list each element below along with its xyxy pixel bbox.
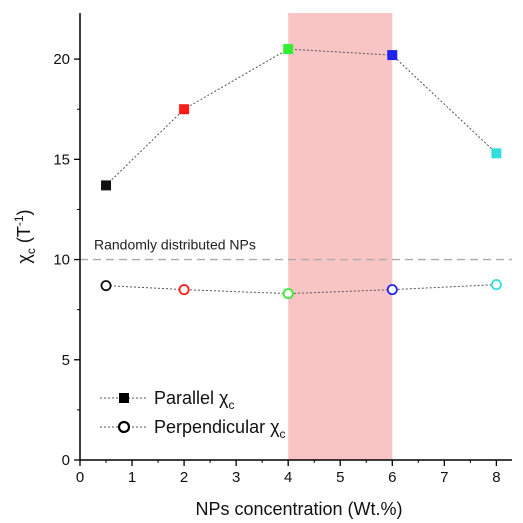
x-tick-label: 8	[492, 469, 500, 486]
x-tick-label: 7	[440, 469, 448, 486]
y-tick-label: 5	[62, 352, 70, 369]
y-axis-label-text: χc (T-1)	[12, 209, 38, 263]
parallel-point	[101, 180, 112, 191]
axes: 0 1 2 3 4 5 6 7 8 0 5 10 15 20	[53, 13, 512, 486]
y-axis-label: χc (T-1)	[12, 209, 38, 263]
series-line-1	[105, 284, 497, 295]
shaded-band	[288, 13, 393, 460]
reference-line-label: Randomly distributed NPs	[94, 237, 256, 253]
perpendicular-point	[100, 280, 112, 292]
perpendicular-point	[490, 279, 502, 291]
legend-label-1: Perpendicular χc	[154, 417, 286, 441]
legend-square-marker	[119, 393, 129, 403]
x-tick-label: 6	[388, 469, 396, 486]
x-axis-label: NPs concentration (Wt.%)	[195, 499, 402, 519]
x-tick-label: 3	[232, 469, 240, 486]
x-tick-label: 1	[128, 469, 136, 486]
series-points	[100, 44, 502, 300]
perpendicular-point	[282, 288, 294, 300]
legend: Parallel χc Perpendicular χc	[100, 388, 286, 441]
parallel-point	[387, 50, 398, 61]
reference-line-group: Randomly distributed NPs	[80, 237, 512, 261]
perpendicular-point	[386, 284, 398, 296]
y-tick-label: 10	[53, 252, 70, 269]
parallel-point	[283, 44, 294, 55]
y-tick-label: 15	[53, 151, 70, 168]
y-tick-label: 0	[62, 452, 70, 469]
x-tick-label: 4	[284, 469, 292, 486]
parallel-point	[491, 148, 502, 159]
parallel-point	[179, 104, 190, 115]
x-tick-label: 5	[336, 469, 344, 486]
perpendicular-point	[178, 284, 190, 296]
legend-circle-marker	[117, 420, 131, 434]
shaded-region	[288, 13, 393, 460]
x-tick-label: 0	[76, 469, 84, 486]
y-tick-label: 20	[53, 51, 70, 68]
x-tick-label: 2	[180, 469, 188, 486]
legend-label-0: Parallel χc	[154, 388, 234, 412]
